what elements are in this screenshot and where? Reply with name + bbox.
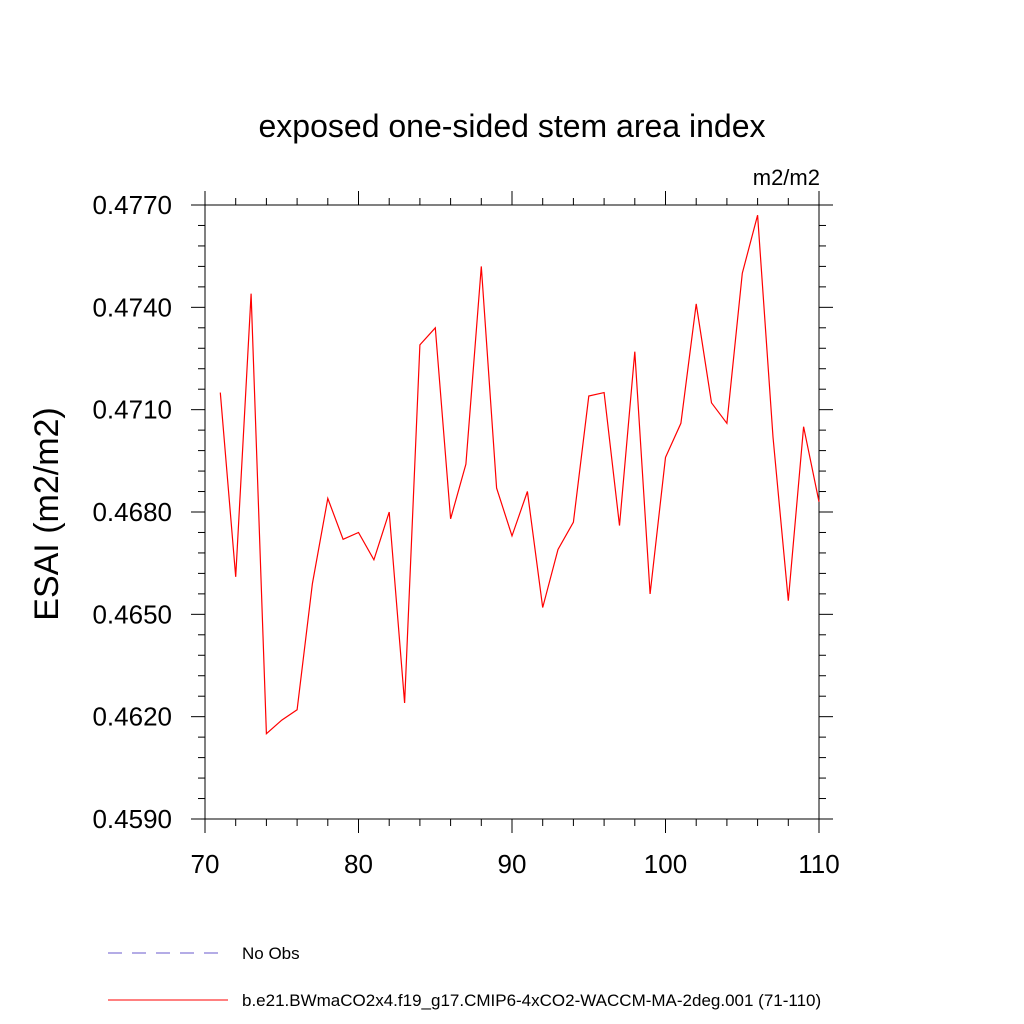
y-axis-label: ESAI (m2/m2)	[28, 407, 66, 620]
y-tick-label: 0.4740	[92, 292, 172, 322]
y-tick-label: 0.4770	[92, 190, 172, 220]
legend: No Obs b.e21.BWmaCO2x4.f19_g17.CMIP6-4xCO…	[108, 944, 821, 1010]
y-tick-label: 0.4650	[92, 599, 172, 629]
axis-ticks	[191, 191, 833, 833]
legend-label: b.e21.BWmaCO2x4.f19_g17.CMIP6-4xCO2-WACC…	[242, 991, 821, 1010]
y-tick-label: 0.4590	[92, 804, 172, 834]
x-tick-label: 110	[798, 849, 839, 879]
chart-title: exposed one-sided stem area index	[259, 108, 766, 144]
y-tick-label: 0.4710	[92, 395, 172, 425]
legend-label: No Obs	[242, 944, 300, 963]
units-label: m2/m2	[753, 165, 820, 190]
series-layer	[219, 215, 820, 735]
x-tick-label: 80	[344, 849, 373, 879]
plot-frame	[204, 204, 820, 820]
y-tick-label: 0.4620	[92, 702, 172, 732]
y-tick-label: 0.4680	[92, 497, 172, 527]
x-tick-label: 90	[498, 849, 527, 879]
series-line	[219, 215, 820, 735]
x-tick-label: 70	[191, 849, 220, 879]
x-tick-label: 100	[644, 849, 687, 879]
axis-tick-labels: 70 80 90 100 110 0.4590 0.4620 0.4650 0.4680 0.47…	[92, 190, 839, 879]
